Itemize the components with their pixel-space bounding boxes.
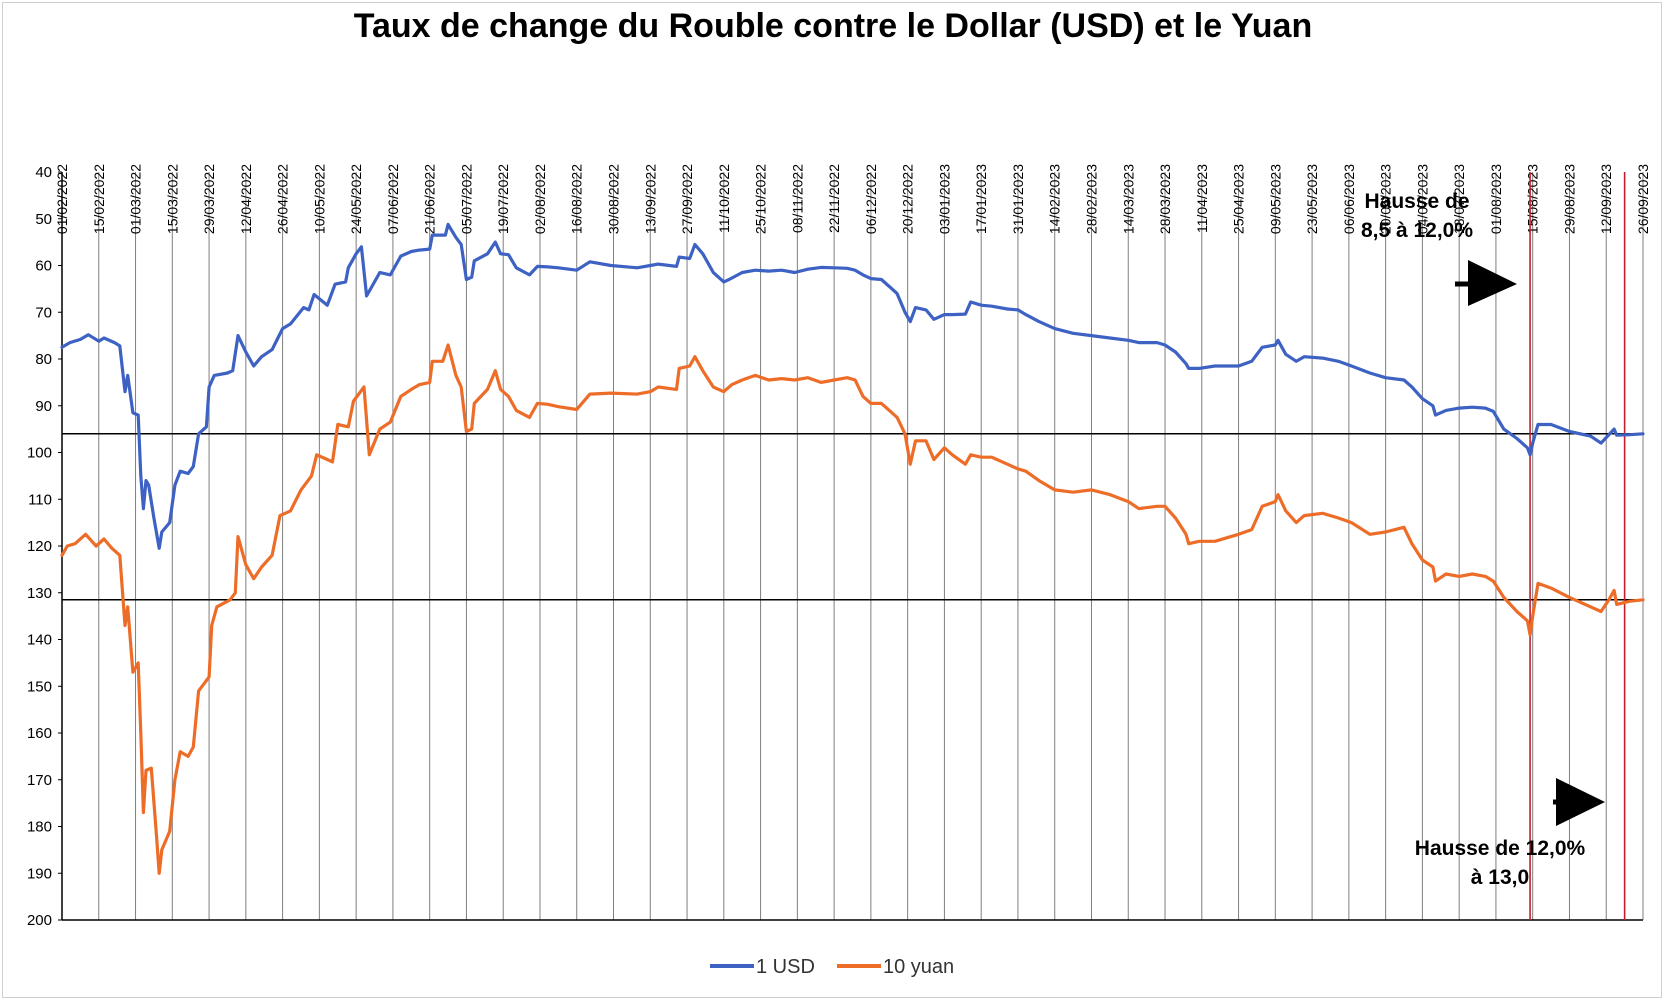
grid-layer xyxy=(61,172,1644,921)
x-tick-label: 27/09/2022 xyxy=(679,164,695,234)
x-tick-label: 01/08/2023 xyxy=(1488,164,1504,234)
x-tick-label: 15/08/2023 xyxy=(1525,164,1541,234)
x-tick-label: 28/02/2023 xyxy=(1083,164,1099,234)
y-tick-label: 170 xyxy=(27,772,52,789)
y-tick-label: 80 xyxy=(35,351,52,368)
series-line-yuan xyxy=(60,343,1645,875)
x-tick-label: 26/04/2022 xyxy=(275,164,291,234)
y-tick-label: 150 xyxy=(27,678,52,695)
annotation-2-arrow-icon xyxy=(1556,778,1605,826)
x-tick-label: 03/01/2023 xyxy=(936,164,952,234)
x-tick-label: 04/07/2023 xyxy=(1414,164,1430,234)
x-tick-label: 19/07/2022 xyxy=(495,164,511,234)
x-tick-label: 20/06/2023 xyxy=(1378,164,1394,234)
x-tick-label: 24/05/2022 xyxy=(348,164,364,234)
x-tick-label: 25/04/2023 xyxy=(1231,164,1247,234)
y-tick-label: 200 xyxy=(27,912,52,929)
x-tick-label: 06/06/2023 xyxy=(1341,164,1357,234)
y-tick-label: 190 xyxy=(27,865,52,882)
x-tick-label: 01/02/2022 xyxy=(54,164,70,234)
x-tick-label: 07/06/2022 xyxy=(385,164,401,234)
x-tick-label: 21/06/2022 xyxy=(422,164,438,234)
x-tick-label: 11/10/2022 xyxy=(716,164,732,233)
y-tick-label: 110 xyxy=(28,491,52,508)
reference-lines xyxy=(62,172,1643,920)
x-tick-label: 16/08/2022 xyxy=(569,164,585,234)
x-tick-label: 14/02/2023 xyxy=(1047,164,1063,234)
annotation-1-arrow-icon xyxy=(1468,260,1517,306)
series-layer xyxy=(60,222,1645,875)
y-tick-label: 120 xyxy=(27,538,52,555)
x-tick-label: 11/04/2023 xyxy=(1194,164,1210,233)
y-tick-label: 100 xyxy=(27,445,52,462)
x-tick-label: 30/08/2022 xyxy=(606,164,622,234)
legend-label: 1 USD xyxy=(756,956,815,978)
x-tick-label: 02/08/2022 xyxy=(532,164,548,234)
x-tick-label: 28/03/2023 xyxy=(1157,164,1173,234)
y-tick-label: 90 xyxy=(35,398,52,415)
annotation-1-line: Hausse de xyxy=(1364,190,1469,213)
y-axis-ticks: 40 50 60 70 80 90 100 110 120 130 140 150 160 170 180 1… xyxy=(27,164,62,929)
x-tick-label: 12/04/2022 xyxy=(238,164,254,234)
y-tick-label: 160 xyxy=(27,725,52,742)
annotation-2-line: Hausse de 12,0% xyxy=(1415,837,1586,860)
x-tick-label: 15/02/2022 xyxy=(91,164,107,234)
x-tick-label: 12/09/2023 xyxy=(1598,164,1614,234)
annotations: Hausse de 8,5 à 12,0% Hausse de 12,0% à 13,… xyxy=(1361,190,1605,889)
x-tick-label: 13/09/2022 xyxy=(642,164,658,234)
x-tick-label: 10/05/2022 xyxy=(311,164,327,234)
annotation-1-line: 8,5 à 12,0% xyxy=(1361,219,1473,242)
x-tick-label: 18/07/2023 xyxy=(1451,164,1467,234)
x-tick-label: 05/07/2022 xyxy=(458,164,474,234)
y-tick-label: 40 xyxy=(35,164,52,181)
y-tick-label: 70 xyxy=(35,304,52,321)
x-tick-label: 23/05/2023 xyxy=(1304,164,1320,234)
y-tick-label: 60 xyxy=(35,258,52,275)
x-tick-label: 29/08/2023 xyxy=(1561,164,1577,234)
annotation-2-line: à 13,0 xyxy=(1471,866,1529,889)
legend-label: 10 yuan xyxy=(883,956,954,978)
y-tick-label: 140 xyxy=(27,632,52,649)
x-tick-label: 29/03/2022 xyxy=(201,164,217,234)
x-tick-label: 09/05/2023 xyxy=(1267,164,1283,234)
x-tick-label: 26/09/2023 xyxy=(1635,164,1651,234)
x-tick-label: 15/03/2022 xyxy=(164,164,180,234)
legend: 1 USD 10 yuan xyxy=(710,956,954,978)
x-tick-label: 08/11/2022 xyxy=(789,164,805,233)
x-tick-label: 22/11/2022 xyxy=(826,164,842,233)
x-axis-ticks: 01/02/2022 15/02/2022 01/03/2022 15/03/2022… xyxy=(54,164,1651,234)
x-tick-label: 06/12/2022 xyxy=(863,164,879,234)
x-tick-label: 14/03/2023 xyxy=(1120,164,1136,234)
y-tick-label: 50 xyxy=(35,211,52,228)
x-tick-label: 20/12/2022 xyxy=(900,164,916,234)
x-tick-label: 31/01/2023 xyxy=(1010,164,1026,234)
x-tick-label: 25/10/2022 xyxy=(753,164,769,234)
x-tick-label: 17/01/2023 xyxy=(973,164,989,234)
x-tick-label: 01/03/2022 xyxy=(128,164,144,234)
y-tick-label: 180 xyxy=(27,819,52,836)
series-line-usd xyxy=(60,222,1645,550)
chart-title: Taux de change du Rouble contre le Dolla… xyxy=(354,7,1312,45)
y-tick-label: 130 xyxy=(27,585,52,602)
